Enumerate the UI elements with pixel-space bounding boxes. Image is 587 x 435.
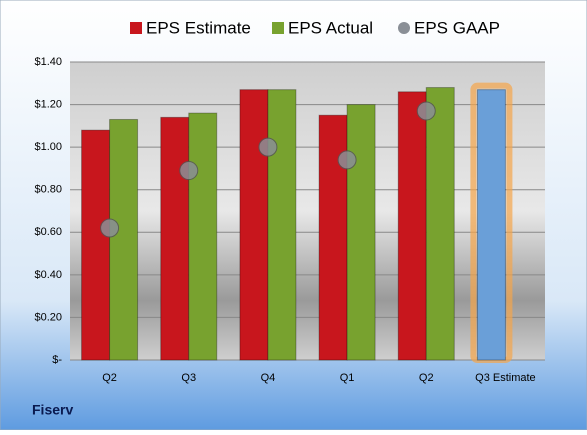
x-tick-label: Q2 [102, 372, 117, 384]
bar [267, 89, 297, 361]
bar [81, 129, 111, 361]
x-tick-label: Q2 [419, 372, 434, 384]
legend-label: EPS Estimate [146, 18, 251, 37]
x-tick-label: Q1 [340, 372, 355, 384]
gaap-marker [179, 161, 199, 181]
legend-label: EPS Actual [288, 18, 373, 37]
bar [160, 116, 190, 361]
gaap-marker [258, 137, 278, 157]
y-tick-label: $1.20 [34, 98, 62, 110]
gaap-marker [100, 218, 120, 238]
x-tick-label: Q3 Estimate [475, 372, 536, 384]
y-tick-label: $- [52, 354, 62, 366]
y-tick-label: $0.80 [34, 184, 62, 196]
x-tick-label: Q4 [261, 372, 276, 384]
legend-swatch [130, 22, 142, 34]
bar [397, 91, 427, 361]
bar [188, 112, 218, 361]
y-tick-label: $0.60 [34, 226, 62, 238]
x-tick-label: Q3 [181, 372, 196, 384]
bar [425, 87, 455, 361]
y-tick-label: $1.40 [34, 56, 62, 68]
y-tick-label: $0.20 [34, 311, 62, 323]
y-tick-label: $1.00 [34, 141, 62, 153]
legend-swatch [272, 22, 284, 34]
bar [239, 89, 269, 361]
plot-area [70, 62, 545, 360]
bar [109, 118, 139, 361]
bar [346, 104, 376, 361]
gaap-marker [416, 101, 436, 121]
legend-label: EPS GAAP [414, 18, 500, 37]
gaap-marker [337, 150, 357, 170]
y-tick-label: $0.40 [34, 269, 62, 281]
legend-swatch [398, 22, 410, 34]
bar [476, 89, 506, 361]
footer: Fiserv [32, 402, 73, 418]
